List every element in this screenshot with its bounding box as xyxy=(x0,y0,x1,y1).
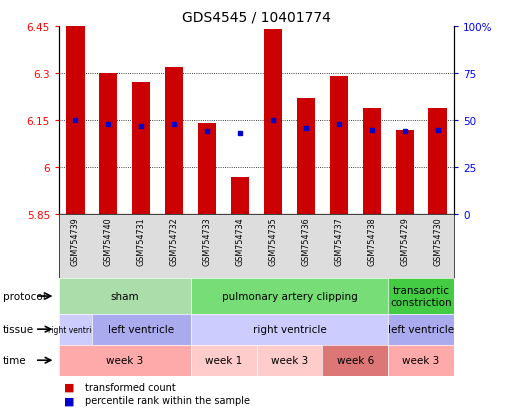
Bar xyxy=(198,124,216,215)
Text: GSM754738: GSM754738 xyxy=(367,217,376,265)
Text: week 3: week 3 xyxy=(106,355,144,366)
Text: week 3: week 3 xyxy=(271,355,308,366)
Text: right ventricle: right ventricle xyxy=(48,325,103,334)
Bar xyxy=(297,99,315,215)
Text: percentile rank within the sample: percentile rank within the sample xyxy=(85,395,250,405)
Text: protocol: protocol xyxy=(3,291,45,301)
Text: week 1: week 1 xyxy=(205,355,242,366)
Text: GSM754730: GSM754730 xyxy=(433,217,442,265)
Text: GSM754737: GSM754737 xyxy=(334,217,343,265)
Text: GDS4545 / 10401774: GDS4545 / 10401774 xyxy=(182,10,331,24)
Text: GSM754733: GSM754733 xyxy=(203,217,212,265)
Text: GSM754731: GSM754731 xyxy=(137,217,146,265)
Text: time: time xyxy=(3,355,26,366)
Bar xyxy=(165,68,183,215)
Text: week 6: week 6 xyxy=(337,355,374,366)
Text: pulmonary artery clipping: pulmonary artery clipping xyxy=(222,291,357,301)
Text: ■: ■ xyxy=(64,382,74,392)
Text: GSM754736: GSM754736 xyxy=(301,217,310,265)
Bar xyxy=(363,108,381,215)
Bar xyxy=(396,130,413,215)
Bar xyxy=(264,30,282,215)
Bar xyxy=(100,74,117,215)
Text: transformed count: transformed count xyxy=(85,382,175,392)
Text: GSM754729: GSM754729 xyxy=(400,217,409,266)
Text: GSM754740: GSM754740 xyxy=(104,217,113,265)
Text: GSM754739: GSM754739 xyxy=(71,217,80,265)
Text: GSM754734: GSM754734 xyxy=(235,217,245,265)
Bar xyxy=(66,27,85,215)
Text: GSM754735: GSM754735 xyxy=(268,217,278,265)
Text: left ventricle: left ventricle xyxy=(108,324,174,335)
Text: week 3: week 3 xyxy=(403,355,440,366)
Text: transaortic
constriction: transaortic constriction xyxy=(390,285,452,307)
Bar xyxy=(231,177,249,215)
Text: ■: ■ xyxy=(64,395,74,405)
Bar xyxy=(428,108,447,215)
Text: sham: sham xyxy=(110,291,139,301)
Bar xyxy=(330,77,348,215)
Text: tissue: tissue xyxy=(3,324,34,335)
Bar xyxy=(132,83,150,215)
Text: GSM754732: GSM754732 xyxy=(170,217,179,265)
Text: left ventricle: left ventricle xyxy=(388,324,454,335)
Text: right ventricle: right ventricle xyxy=(252,324,326,335)
